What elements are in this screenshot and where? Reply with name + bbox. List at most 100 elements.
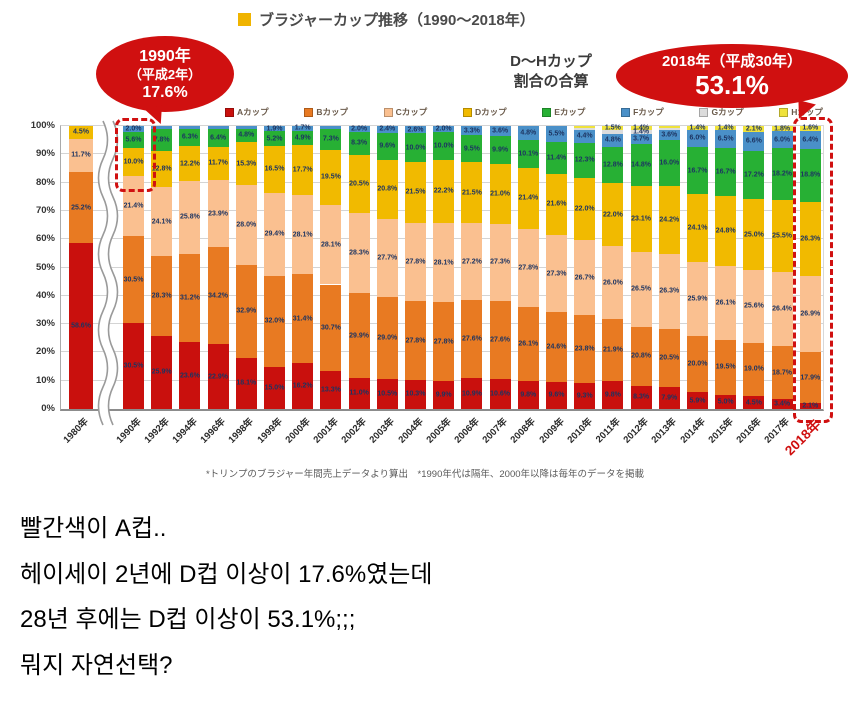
value-label: 7.9% [661,394,678,402]
value-label: 18.8% [800,171,821,179]
segment-Eカップ: 10.0% [433,131,455,160]
value-label: 6.6% [745,137,762,145]
bar-2005年: 9.9% 27.8% 28.1% 22.2% 10.0% 2.0% [433,125,455,409]
value-label: 22.0% [602,211,623,219]
value-label: 27.3% [490,258,511,266]
value-label: 4.4% [576,132,593,140]
segment-Eカップ: 4.9% [292,130,314,145]
segment-Aカップ: 18.1% [235,357,257,409]
value-label: 16.7% [715,168,736,176]
segment-Fカップ [320,126,342,130]
segment-Eカップ: 9.6% [376,132,398,160]
callout-1990-value: 17.6% [142,83,188,101]
value-label: 6.0% [774,136,791,144]
value-label: 15.3% [236,160,257,168]
segment-Fカップ [151,126,173,130]
dh-sum-note: D〜Hカップ 割合の合算 [487,52,615,92]
value-label: 8.3% [633,393,650,401]
y-tick: 0% [41,403,55,414]
segment-Dカップ: 12.8% [151,151,173,188]
figure-title: ブラジャーカップ推移（1990〜2018年） [259,12,535,29]
segment-Hカップ: 1.4% [630,124,652,131]
y-tick: 90% [35,148,55,160]
value-label: 28.1% [320,241,341,249]
segment-Bカップ: 23.8% [574,315,596,383]
value-label: 1.6% [802,124,819,132]
bar-2008年: 9.8% 26.1% 27.8% 21.4% 10.1% 4.8% [517,126,539,409]
segment-Cカップ: 27.8% [405,222,426,302]
segment-Fカップ: 4.8% [602,133,624,148]
value-label: 2.0% [351,125,368,133]
value-label: 21.0% [490,190,511,198]
legend-swatch-icon [779,107,789,117]
value-label: 19.5% [320,173,341,181]
bar-1994年: 23.6% 31.2% 25.8% 12.2% 6.3% [179,126,201,409]
segment-Aカップ: 11.0% [348,377,370,409]
segment-Dカップ: 15.3% [235,142,257,186]
segment-Bカップ: 19.0% [743,342,765,397]
value-label: 1.9% [266,125,283,133]
segment-Dカップ: 21.5% [461,162,483,224]
value-label: 20.5% [659,354,680,362]
segment-Aカップ: 30.5% [123,322,144,409]
value-label: 26.5% [631,285,652,293]
value-label: 12.8% [602,161,623,169]
value-label: 18.2% [772,170,793,178]
value-label: 17.9% [800,374,821,382]
value-label: 30.5% [123,276,144,284]
value-label: 18.1% [236,379,257,387]
segment-Cカップ: 28.3% [348,213,370,294]
segment-Gカップ [602,130,624,134]
bar-2009年: 9.6% 24.6% 27.3% 21.6% 11.4% 5.5% [546,126,567,409]
value-label: 24.1% [151,218,172,226]
value-label: 4.8% [238,131,255,139]
bar-1998年: 18.1% 32.9% 28.0% 15.3% 4.8% [235,126,257,409]
bar-1992年: 25.9% 28.3% 24.1% 12.8% 7.8% [151,126,173,409]
legend-swatch-icon [304,107,314,117]
y-tick: 60% [35,233,55,245]
segment-Hカップ: 2.1% [743,125,765,132]
segment-Eカップ: 10.0% [405,133,426,162]
segment-Aカップ: 9.8% [602,381,624,409]
bar-2004年: 10.3% 27.8% 27.8% 21.5% 10.0% 2.6% [405,126,426,409]
legend-swatch-icon [542,107,552,117]
segment-Aカップ: 5.9% [687,392,708,409]
segment-Bカップ: 18.7% [771,346,793,400]
value-label: 4.8% [520,129,537,137]
value-label: 27.8% [405,258,426,266]
value-label: 25.6% [743,302,764,310]
value-label: 5.9% [689,397,706,405]
caption-line: 뭐지 자연선택? [20,651,173,679]
callout-tail-icon [144,105,166,127]
value-label: 9.6% [379,142,396,150]
value-label: 10.6% [490,390,511,398]
value-label: 28.3% [349,249,370,257]
value-label: 31.4% [292,315,313,323]
legend-swatch-icon [621,107,631,117]
legend-item-Bカップ: Bカップ [304,106,348,118]
value-label: 24.2% [659,216,680,224]
segment-Cカップ: 28.1% [292,194,314,275]
segment-Aカップ: 9.6% [546,381,567,409]
value-label: 20.8% [377,185,398,193]
bar-2007年: 10.6% 27.6% 27.3% 21.0% 9.9% 3.6% [489,126,511,409]
segment-Cカップ: 27.3% [489,223,511,301]
segment-Gカップ: 1.4% [630,128,652,135]
value-label: 17.7% [292,166,313,174]
segment-Fカップ [179,126,201,129]
segment-Cカップ: 27.7% [376,218,398,298]
value-label: 12.3% [574,156,595,164]
value-label: 2.1% [802,402,819,410]
segment-Dカップ: 24.1% [687,194,708,263]
caption-line: 28년 후에는 D컵 이상이 53.1%;;; [20,606,356,633]
segment-Cカップ: 26.1% [715,265,737,340]
value-label: 23.6% [179,372,200,380]
caption: 빨간색이 A컵.. 헤이세이 2년에 D컵 이상이 17.6%였는데 28년 후… [20,506,432,688]
value-label: 9.8% [520,391,537,399]
bar-2015年: 5.0% 19.5% 26.1% 24.8% 16.7% 6.5% 1.4% [715,124,737,409]
value-label: 3.4% [774,400,791,408]
value-label: 9.3% [576,392,593,400]
segment-Bカップ: 20.0% [687,335,708,393]
value-label: 27.6% [490,336,511,344]
value-label: 10.0% [405,144,426,152]
